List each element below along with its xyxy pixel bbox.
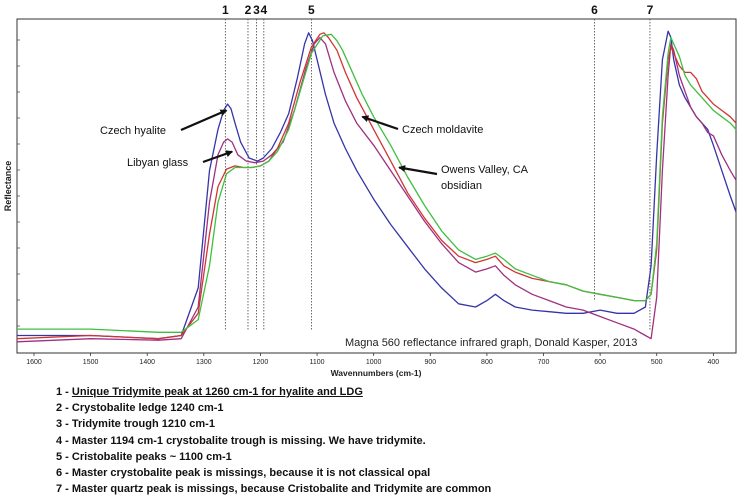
marker-label: 7 (647, 3, 654, 17)
annotation-label: Owens Valley, CA (441, 164, 529, 176)
x-tick-label: 900 (424, 359, 436, 366)
annotation-label: Libyan glass (127, 157, 189, 169)
plot-frame (16, 18, 737, 354)
note-item: 7 - Master quartz peak is missings, beca… (56, 483, 492, 496)
x-tick-label: 600 (594, 359, 606, 366)
x-tick-label: 400 (708, 359, 720, 366)
x-tick-label: 700 (538, 359, 550, 366)
annotation-arrow (398, 165, 438, 176)
note-item: 4 - Master 1194 cm-1 crystobalite trough… (56, 434, 426, 447)
marker-label: 2 (245, 3, 252, 17)
marker-label: 4 (260, 3, 267, 17)
annotation-label: Czech hyalite (100, 125, 166, 137)
series-line (17, 30, 737, 340)
marker-label: 5 (308, 3, 315, 17)
y-axis-ticks (17, 39, 20, 327)
note-item: 1 - Unique Tridymite peak at 1260 cm-1 f… (56, 384, 736, 400)
annotation-arrow (180, 109, 228, 132)
y-axis-label: Reflectance (3, 161, 13, 212)
marker-label: 1 (222, 3, 229, 17)
x-tick-label: 1200 (253, 359, 269, 366)
notes-list: 1 - Unique Tridymite peak at 1260 cm-1 f… (56, 384, 736, 497)
series-layer (16, 30, 737, 343)
x-tick-label: 1000 (366, 359, 382, 366)
note-text: Unique Tridymite peak at 1260 cm-1 for h… (71, 386, 363, 398)
x-tick-label: 1300 (196, 359, 212, 366)
x-tick-label: 1600 (26, 359, 42, 366)
x-tick-label: 1100 (310, 359, 325, 366)
note-number: 1 - (56, 386, 72, 398)
x-tick-label: 1500 (83, 359, 99, 366)
annotation-arrow (202, 150, 234, 164)
note-item: 3 - Tridymite trough 1210 cm-1 (56, 418, 215, 431)
annotations: Czech hyalite Libyan glass Czech moldavite… (100, 109, 529, 192)
annotation-label: Czech moldavite (402, 124, 483, 136)
x-tick-label: 1400 (139, 359, 155, 366)
note-item: 2 - Crystobalite ledge 1240 cm-1 (56, 402, 224, 415)
chart-caption: Magna 560 reflectance infrared graph, Do… (345, 337, 637, 349)
annotation-label: obsidian (441, 180, 482, 192)
note-item: 6 - Master crystobalite peak is missings… (56, 467, 431, 480)
series-line (17, 33, 737, 333)
x-tick-label: 500 (651, 359, 663, 366)
annotation-arrow (361, 115, 399, 131)
marker-label: 3 (253, 3, 260, 17)
x-tick-label: 800 (481, 359, 493, 366)
marker-label: 6 (591, 3, 598, 17)
x-axis-label: Wavennumbers (cm-1) (331, 368, 422, 378)
note-item: 5 - Cristobalite peaks ~ 1100 cm-1 (56, 450, 232, 463)
x-axis: 1600 1500 1400 1300 1200 1100 1000 900 800 700 600… (26, 353, 719, 366)
